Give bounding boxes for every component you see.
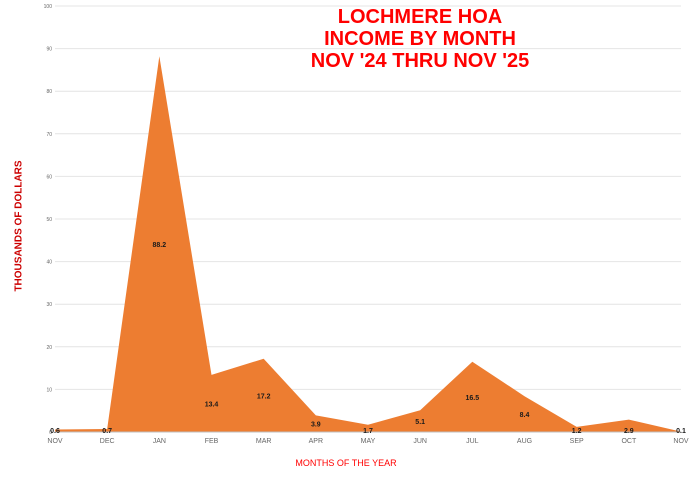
x-tick-label: NOV	[47, 438, 63, 445]
data-label: 8.4	[520, 412, 530, 419]
data-label: 2.9	[624, 428, 634, 435]
x-tick-label: SEP	[570, 438, 584, 445]
data-label: 0.7	[102, 428, 112, 435]
x-tick-label: JUN	[413, 438, 427, 445]
y-tick-label: 60	[46, 174, 52, 180]
y-axis-ticks: 0 10 20 30 40 50 60 70 80 90 100	[44, 4, 53, 436]
x-tick-label: AUG	[517, 438, 532, 445]
x-tick-label: JUL	[466, 438, 479, 445]
y-tick-label: 80	[46, 89, 52, 95]
data-label: 3.9	[311, 422, 321, 429]
data-label: 16.5	[466, 395, 480, 402]
y-tick-label: 20	[46, 345, 52, 351]
x-tick-label: DEC	[100, 438, 115, 445]
chart-title-line-2: INCOME BY MONTH	[324, 28, 516, 50]
x-axis-ticks: NOV DEC JAN FEB MAR APR MAY JUN JUL AUG SEP OCT NOV	[47, 438, 689, 445]
chart-title-line-1: LOCHMERE HOA	[337, 6, 503, 28]
x-tick-label: MAR	[256, 438, 272, 445]
x-tick-label: FEB	[205, 438, 219, 445]
x-axis-label: MONTHS OF THE YEAR	[295, 458, 397, 468]
x-tick-label: OCT	[621, 438, 637, 445]
x-tick-label: APR	[309, 438, 323, 445]
y-axis-label: THOUSANDS OF DOLLARS	[13, 160, 25, 292]
data-label: 17.2	[257, 393, 271, 400]
x-tick-label: JAN	[153, 438, 166, 445]
data-label: 13.4	[205, 401, 219, 408]
data-label: 5.1	[415, 419, 425, 426]
data-label: 0.1	[676, 428, 686, 435]
data-labels: 0.6 0.7 88.2 13.4 17.2 3.9 1.7 5.1 16.5 8.4 1.2 2.9…	[50, 242, 686, 435]
y-tick-label: 100	[44, 4, 53, 10]
x-tick-label: NOV	[673, 438, 689, 445]
area-series	[55, 56, 681, 432]
data-label: 1.7	[363, 428, 373, 435]
data-label: 1.2	[572, 428, 582, 435]
y-tick-label: 0	[49, 430, 52, 436]
y-tick-label: 40	[46, 260, 52, 266]
chart-title: LOCHMERE HOA INCOME BY MONTH NOV '24 THR…	[250, 6, 590, 72]
y-tick-label: 10	[46, 387, 52, 393]
data-label: 88.2	[153, 242, 167, 249]
y-tick-label: 70	[46, 132, 52, 138]
y-tick-label: 50	[46, 217, 52, 223]
x-tick-label: MAY	[361, 438, 376, 445]
y-tick-label: 90	[46, 47, 52, 53]
area-fill	[55, 56, 681, 432]
chart-title-line-3: NOV '24 THRU NOV '25	[310, 50, 530, 72]
y-tick-label: 30	[46, 302, 52, 308]
data-label: 0.6	[50, 428, 60, 435]
